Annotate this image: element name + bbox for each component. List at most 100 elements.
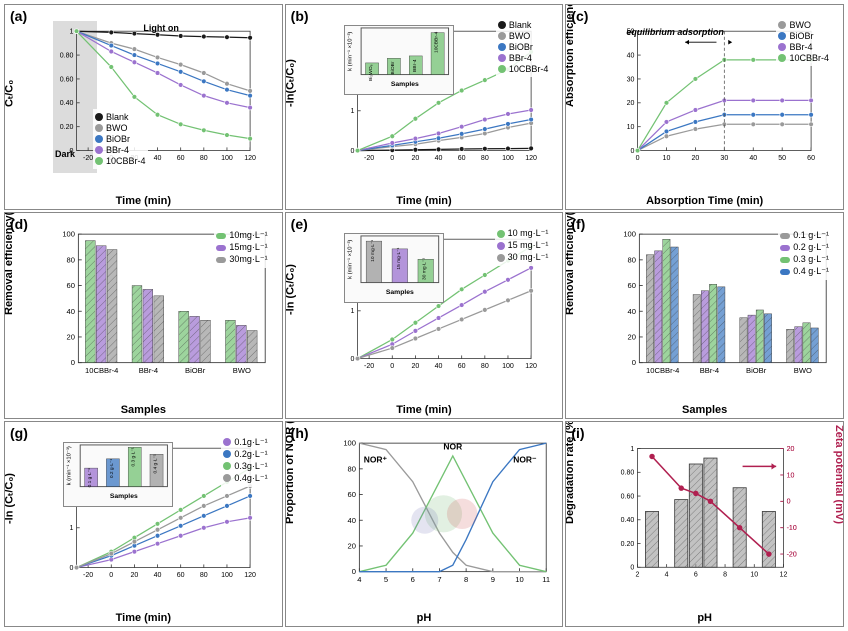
svg-text:20: 20 <box>67 333 75 342</box>
plot-h: 4567891011020406080100NOR⁺NORNOR⁻ <box>334 438 555 590</box>
svg-text:NOR⁺: NOR⁺ <box>363 454 386 464</box>
svg-text:BiOBr: BiOBr <box>390 61 396 74</box>
svg-text:20: 20 <box>130 572 138 579</box>
xlabel-c: Absorption Time (min) <box>646 195 763 207</box>
legend-item: 10mg·L⁻¹ <box>216 230 267 241</box>
svg-text:0: 0 <box>350 148 354 155</box>
svg-text:0.60: 0.60 <box>60 76 74 83</box>
svg-text:10: 10 <box>787 472 795 479</box>
svg-text:40: 40 <box>434 363 442 370</box>
svg-text:-20: -20 <box>364 363 374 370</box>
svg-text:0: 0 <box>390 155 394 162</box>
panel-f-label: (f) <box>571 216 585 232</box>
legend-b: BlankBWOBiOBrBBr-410CBBr-4 <box>496 17 551 77</box>
svg-text:5: 5 <box>384 574 388 583</box>
svg-text:40: 40 <box>154 155 162 162</box>
legend-g: 0.1g·L⁻¹0.2g·L⁻¹0.3g·L⁻¹0.4g·L⁻¹ <box>221 434 269 487</box>
svg-text:40: 40 <box>750 155 758 162</box>
svg-text:100: 100 <box>343 438 356 447</box>
svg-text:60: 60 <box>177 155 185 162</box>
panel-h: (h) 4567891011020406080100NOR⁺NORNOR⁻ pH… <box>285 421 564 627</box>
legend-item: Blank <box>95 112 146 122</box>
svg-text:60: 60 <box>347 490 355 499</box>
legend-c: BWOBiOBrBBr-410CBBr-4 <box>776 17 831 66</box>
svg-text:Samples: Samples <box>110 493 138 500</box>
svg-text:80: 80 <box>481 155 489 162</box>
legend-label: 30mg·L⁻¹ <box>229 254 267 265</box>
svg-text:BiOBr: BiOBr <box>185 366 206 375</box>
svg-text:40: 40 <box>154 572 162 579</box>
legend-label: 0.2g·L⁻¹ <box>234 449 267 460</box>
legend-label: 0.4g·L⁻¹ <box>234 473 267 484</box>
legend-label: 0.3g·L⁻¹ <box>234 461 267 472</box>
legend-item: BBr-4 <box>778 42 829 52</box>
svg-text:20: 20 <box>787 446 795 453</box>
svg-text:10: 10 <box>663 155 671 162</box>
annot-dark: Dark <box>55 149 75 159</box>
legend-label: 10mg·L⁻¹ <box>229 230 267 241</box>
svg-text:80: 80 <box>347 464 355 473</box>
svg-text:Samples: Samples <box>391 81 419 88</box>
svg-text:1: 1 <box>69 29 73 36</box>
svg-text:BWO: BWO <box>233 366 251 375</box>
svg-text:100: 100 <box>62 230 75 239</box>
xlabel-f: Samples <box>682 404 727 416</box>
panel-b: (b) -200204060801001200123 Bi₂WO₆BiOBrBB… <box>285 4 564 210</box>
legend-item: 30mg·L⁻¹ <box>216 254 267 265</box>
svg-text:BiOBr: BiOBr <box>746 366 767 375</box>
xlabel-g: Time (min) <box>116 612 171 624</box>
panel-e-label: (e) <box>291 216 308 232</box>
svg-text:0: 0 <box>631 148 635 155</box>
svg-text:120: 120 <box>525 363 537 370</box>
legend-label: BBr-4 <box>509 53 532 63</box>
svg-text:2: 2 <box>636 571 640 578</box>
legend-item: 0.1 g·L⁻¹ <box>780 230 829 241</box>
legend-item: 30 mg·L⁻¹ <box>497 252 549 263</box>
svg-text:0.40: 0.40 <box>621 517 635 524</box>
legend-item: BiOBr <box>95 134 146 144</box>
svg-text:11: 11 <box>542 574 550 583</box>
svg-text:120: 120 <box>244 155 256 162</box>
svg-text:20: 20 <box>627 100 635 107</box>
legend-item: 0.1g·L⁻¹ <box>223 437 267 448</box>
panel-d: (d) 02040608010010CBBr-4BBr-4BiOBrBWO Sa… <box>4 212 283 418</box>
svg-text:1: 1 <box>350 108 354 115</box>
legend-item: 0.2g·L⁻¹ <box>223 449 267 460</box>
legend-label: BBr-4 <box>106 145 129 155</box>
legend-item: 0.4 g·L⁻¹ <box>780 266 829 277</box>
svg-text:0.40: 0.40 <box>60 100 74 107</box>
svg-text:6: 6 <box>410 574 414 583</box>
panel-g-label: (g) <box>10 425 28 441</box>
legend-label: BWO <box>789 20 811 30</box>
svg-text:1: 1 <box>69 525 73 532</box>
legend-label: 10CBBr-4 <box>106 156 146 166</box>
legend-item: BWO <box>95 123 146 133</box>
panel-h-label: (h) <box>291 425 309 441</box>
svg-text:120: 120 <box>244 572 256 579</box>
svg-text:50: 50 <box>779 155 787 162</box>
svg-text:NOR: NOR <box>443 441 462 451</box>
legend-label: 15mg·L⁻¹ <box>229 242 267 253</box>
svg-text:6: 6 <box>694 571 698 578</box>
xlabel-i: pH <box>697 612 712 624</box>
ylabel-e: -ln (Cₜ/C₀) <box>285 265 297 316</box>
svg-text:60: 60 <box>67 281 75 290</box>
legend-item: 0.4g·L⁻¹ <box>223 473 267 484</box>
legend-label: BiOBr <box>509 42 533 52</box>
legend-label: 30 mg·L⁻¹ <box>508 252 549 263</box>
svg-text:BBr-4: BBr-4 <box>411 59 417 72</box>
svg-text:10CBBr-4: 10CBBr-4 <box>646 366 679 375</box>
panel-e: (e) -20020406080100120012 10 mg·L⁻¹15 mg… <box>285 212 564 418</box>
svg-text:0.1 g·L⁻¹: 0.1 g·L⁻¹ <box>87 467 93 487</box>
svg-text:30: 30 <box>627 76 635 83</box>
panel-b-label: (b) <box>291 8 309 24</box>
legend-label: BWO <box>106 123 128 133</box>
ylabel-g: -ln (Cₜ/C₀) <box>4 473 16 524</box>
svg-text:0: 0 <box>350 356 354 363</box>
svg-text:0: 0 <box>351 567 355 576</box>
svg-text:-20: -20 <box>364 155 374 162</box>
svg-text:0.80: 0.80 <box>621 469 635 476</box>
svg-text:10CBBr-4: 10CBBr-4 <box>85 366 118 375</box>
panel-i-label: (i) <box>571 425 584 441</box>
legend-label: BiOBr <box>789 31 813 41</box>
